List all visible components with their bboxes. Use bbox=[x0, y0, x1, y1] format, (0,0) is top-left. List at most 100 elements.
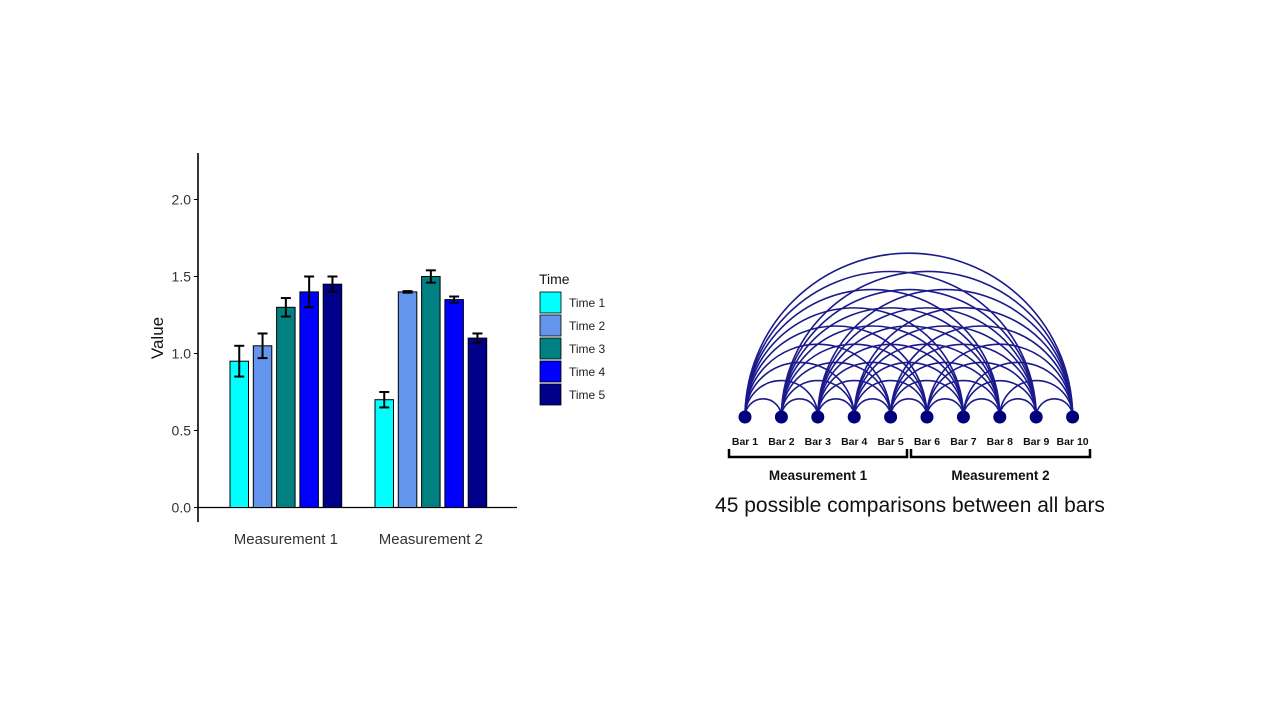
comparison-arc bbox=[780, 343, 928, 418]
node-label: Bar 6 bbox=[914, 436, 940, 448]
comparison-arc bbox=[962, 398, 1001, 418]
comparison-arc bbox=[926, 343, 1074, 418]
comparison-arc bbox=[744, 288, 1001, 418]
bar-node bbox=[884, 410, 898, 424]
legend-label: Time 4 bbox=[569, 365, 606, 379]
comparison-arc bbox=[999, 398, 1037, 418]
node-label: Bar 4 bbox=[841, 436, 867, 448]
comparison-arc bbox=[780, 361, 892, 418]
legend-swatch bbox=[539, 383, 562, 406]
group-label: Measurement 2 bbox=[951, 468, 1049, 483]
comparison-arc bbox=[926, 398, 965, 418]
comparison-arc bbox=[853, 343, 1001, 418]
legend-swatch bbox=[539, 291, 562, 314]
comparison-arc bbox=[780, 288, 1037, 418]
comparison-arc bbox=[744, 325, 928, 418]
bar bbox=[322, 283, 343, 509]
comparison-arc bbox=[744, 361, 855, 418]
node-label: Bar 8 bbox=[987, 436, 1013, 448]
comparison-arc bbox=[817, 288, 1074, 418]
bar-chart: 0.0 0.5 1.0 1.5 2.0 Value Measurement 1 Measure… bbox=[148, 153, 606, 548]
bar-node bbox=[847, 410, 861, 424]
comparison-arc bbox=[889, 379, 965, 418]
y-axis-label: Value bbox=[148, 317, 167, 359]
comparison-arc bbox=[817, 379, 892, 418]
comparison-arc bbox=[1035, 398, 1074, 418]
bar-node bbox=[774, 410, 788, 424]
comparison-arc bbox=[853, 379, 928, 418]
bar-node bbox=[811, 410, 825, 424]
comparison-arc bbox=[889, 361, 1001, 418]
comparison-arc bbox=[926, 379, 1001, 418]
comparison-arc bbox=[853, 398, 892, 418]
comparison-arc bbox=[889, 343, 1037, 418]
node-label: Bar 3 bbox=[805, 436, 831, 448]
bar bbox=[467, 337, 488, 508]
legend-swatch bbox=[539, 314, 562, 337]
bar bbox=[299, 291, 319, 508]
legend-label: Time 3 bbox=[569, 342, 606, 356]
bar bbox=[229, 360, 249, 509]
group-bracket bbox=[727, 449, 909, 459]
node-label: Bar 9 bbox=[1023, 436, 1049, 448]
bar-node bbox=[993, 410, 1007, 424]
y-tick-label: 1.5 bbox=[172, 269, 192, 285]
comparison-arc bbox=[817, 307, 1037, 418]
bar bbox=[397, 291, 418, 508]
comparison-arc bbox=[999, 379, 1074, 418]
node-label: Bar 10 bbox=[1057, 436, 1089, 448]
bar bbox=[444, 299, 464, 508]
comparison-arc bbox=[889, 398, 928, 418]
legend-label: Time 2 bbox=[569, 319, 606, 333]
y-tick-label: 0.0 bbox=[172, 500, 192, 516]
legend-swatch bbox=[539, 337, 562, 360]
comparison-caption: 45 possible comparisons between all bars bbox=[715, 494, 1105, 517]
y-tick-label: 2.0 bbox=[172, 192, 192, 208]
comparison-arc bbox=[780, 325, 965, 418]
bar-node bbox=[1029, 410, 1043, 424]
y-tick-label: 0.5 bbox=[172, 423, 192, 439]
legend-swatch bbox=[539, 360, 562, 383]
comparison-arc bbox=[780, 379, 855, 418]
comparison-arc bbox=[853, 325, 1037, 418]
bar-node bbox=[738, 410, 752, 424]
comparison-arc bbox=[780, 307, 1001, 418]
bar bbox=[252, 345, 273, 508]
node-label: Bar 5 bbox=[877, 436, 903, 448]
comparison-arc bbox=[744, 270, 1037, 418]
x-tick-label: Measurement 2 bbox=[379, 531, 483, 548]
comparison-arc bbox=[962, 379, 1037, 418]
comparison-arc bbox=[744, 307, 965, 418]
comparison-arc bbox=[817, 343, 965, 418]
comparison-arc bbox=[744, 252, 1074, 418]
comparison-arc bbox=[889, 325, 1074, 418]
legend-label: Time 5 bbox=[569, 388, 606, 402]
group-bracket bbox=[909, 449, 1092, 459]
y-tick-label: 1.0 bbox=[172, 346, 192, 362]
comparison-arc bbox=[780, 270, 1074, 418]
comparison-arc bbox=[817, 398, 855, 418]
comparison-arc bbox=[817, 325, 1001, 418]
comparison-arc bbox=[962, 361, 1074, 418]
bar-node bbox=[920, 410, 934, 424]
comparison-arc bbox=[744, 343, 892, 418]
group-label: Measurement 1 bbox=[769, 468, 868, 483]
bar-node bbox=[1066, 410, 1080, 424]
legend-title: Time bbox=[539, 271, 570, 287]
comparison-arc bbox=[744, 379, 819, 418]
comparison-arc bbox=[780, 398, 819, 418]
legend-label: Time 1 bbox=[569, 296, 606, 310]
bar bbox=[276, 306, 296, 508]
node-label: Bar 7 bbox=[950, 436, 976, 448]
comparison-arc bbox=[817, 361, 928, 418]
node-label: Bar 2 bbox=[768, 436, 794, 448]
bar bbox=[374, 399, 394, 509]
node-label: Bar 1 bbox=[732, 436, 758, 448]
comparison-arc bbox=[853, 307, 1074, 418]
bar bbox=[421, 276, 441, 508]
bar-node bbox=[956, 410, 970, 424]
comparison-arc bbox=[853, 361, 965, 418]
comparison-arc bbox=[926, 361, 1037, 418]
x-tick-label: Measurement 1 bbox=[234, 531, 338, 548]
